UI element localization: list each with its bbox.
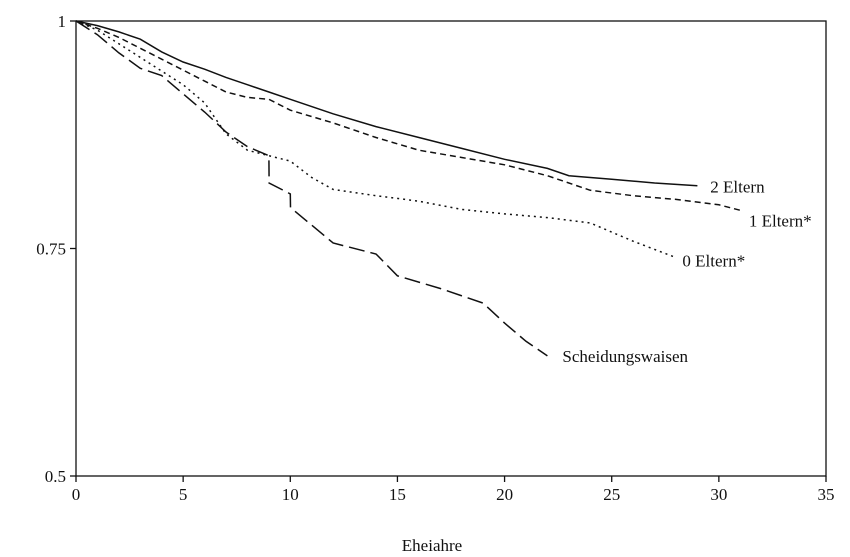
- series-label: 2 Eltern: [710, 178, 765, 197]
- x-axis-title: Eheiahre: [402, 536, 462, 555]
- x-tick-label: 35: [818, 485, 835, 504]
- series-label: 0 Eltern*: [682, 251, 745, 270]
- y-tick-label: 1: [58, 12, 67, 31]
- series-line-0-eltern: [75, 20, 677, 259]
- series-group: [75, 20, 741, 357]
- x-tick-label: 0: [72, 485, 81, 504]
- x-tick-label: 20: [496, 485, 513, 504]
- series-label: Scheidungswaisen: [562, 347, 688, 366]
- y-tick-label: 0.5: [45, 467, 66, 486]
- x-tick-label: 30: [710, 485, 727, 504]
- x-tick-label: 25: [603, 485, 620, 504]
- series-labels: 2 Eltern 1 Eltern* 0 Eltern* Scheidungswais…: [562, 178, 811, 366]
- series-label: 1 Eltern*: [749, 211, 812, 230]
- x-tick-label: 10: [282, 485, 299, 504]
- series-line-2-eltern: [75, 20, 698, 187]
- series-line-scheidungswaisen: [75, 20, 548, 357]
- axis-ticks: 0 5 10 15 20 25 30 35 0.5 0.75 1: [36, 12, 834, 504]
- x-tick-label: 5: [179, 485, 188, 504]
- y-tick-label: 0.75: [36, 240, 66, 259]
- plot-frame: [75, 20, 827, 477]
- x-tick-label: 15: [389, 485, 406, 504]
- series-line-1-eltern: [75, 20, 741, 212]
